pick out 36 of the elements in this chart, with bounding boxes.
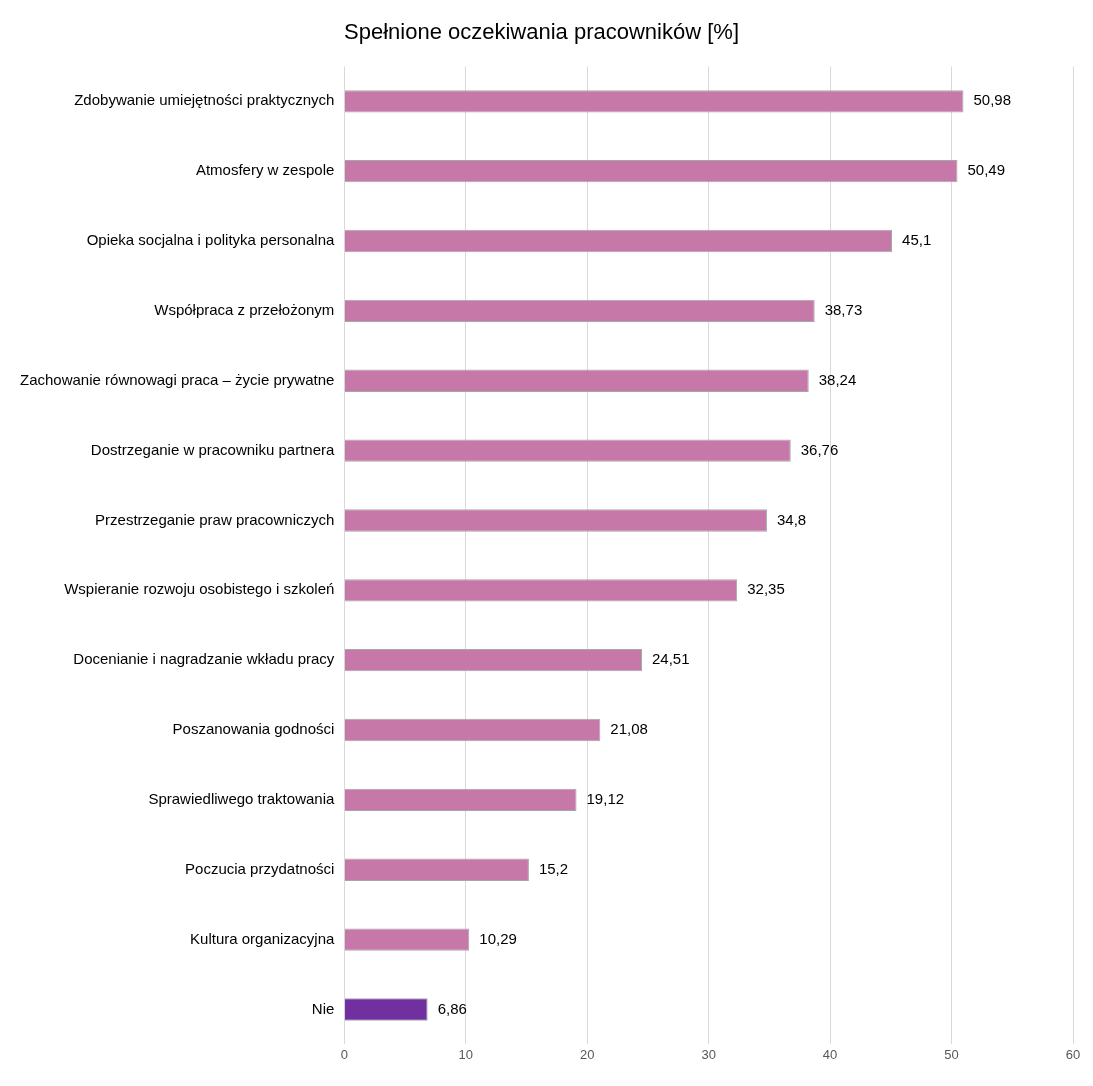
data-label: 21,08 — [610, 720, 648, 738]
x-tick-label: 20 — [579, 1046, 595, 1062]
y-tick-label: Współpraca z przełożonym — [154, 301, 335, 319]
x-tick-label: 30 — [701, 1046, 716, 1062]
data-label: 36,76 — [800, 440, 839, 458]
data-label: 45,1 — [902, 231, 932, 249]
y-tick-label: Poczucia przydatności — [185, 859, 335, 877]
data-label: 24,51 — [651, 650, 690, 668]
y-tick-label: Przestrzeganie praw pracowniczych — [95, 510, 335, 528]
data-label: 50,98 — [973, 91, 1011, 109]
data-label: 50,49 — [967, 161, 1006, 179]
y-tick-label: Poszanowania godności — [172, 720, 335, 738]
data-label: 34,8 — [776, 510, 807, 528]
x-tick-label: 0 — [340, 1046, 348, 1062]
y-tick-label: Kultura organizacyjna — [190, 929, 335, 947]
data-label: 38,24 — [818, 370, 857, 388]
y-tick-label: Nie — [311, 999, 335, 1017]
chart-title: Spełnione oczekiwania pracowników [%] — [344, 19, 739, 45]
y-tick-label: Docenianie i nagradzanie wkładu pracy — [73, 650, 335, 668]
data-label: 15,2 — [538, 859, 569, 877]
data-label: 38,73 — [824, 301, 863, 319]
y-tick-label: Dostrzeganie w pracowniku partnera — [90, 440, 335, 458]
y-tick-label: Zachowanie równowagi praca – życie prywatne — [20, 370, 335, 388]
x-tick-label: 10 — [458, 1046, 474, 1062]
data-label: 6,86 — [437, 999, 467, 1017]
data-label: 10,29 — [479, 929, 517, 947]
y-tick-label: Opieka socjalna i polityka personalna — [86, 231, 335, 249]
y-tick-label: Wspieranie rozwoju osobistego i szkoleń — [64, 580, 335, 598]
y-tick-label: Sprawiedliwego traktowania — [148, 790, 335, 808]
x-tick-label: 40 — [822, 1046, 838, 1062]
y-tick-label: Atmosfery w zespole — [195, 161, 335, 179]
y-tick-label: Zdobywanie umiejętności praktycznych — [74, 91, 335, 109]
x-tick-label: 60 — [1065, 1046, 1081, 1062]
data-label: 32,35 — [747, 580, 785, 598]
data-label: 19,12 — [586, 790, 625, 808]
x-tick-label: 50 — [944, 1046, 959, 1062]
